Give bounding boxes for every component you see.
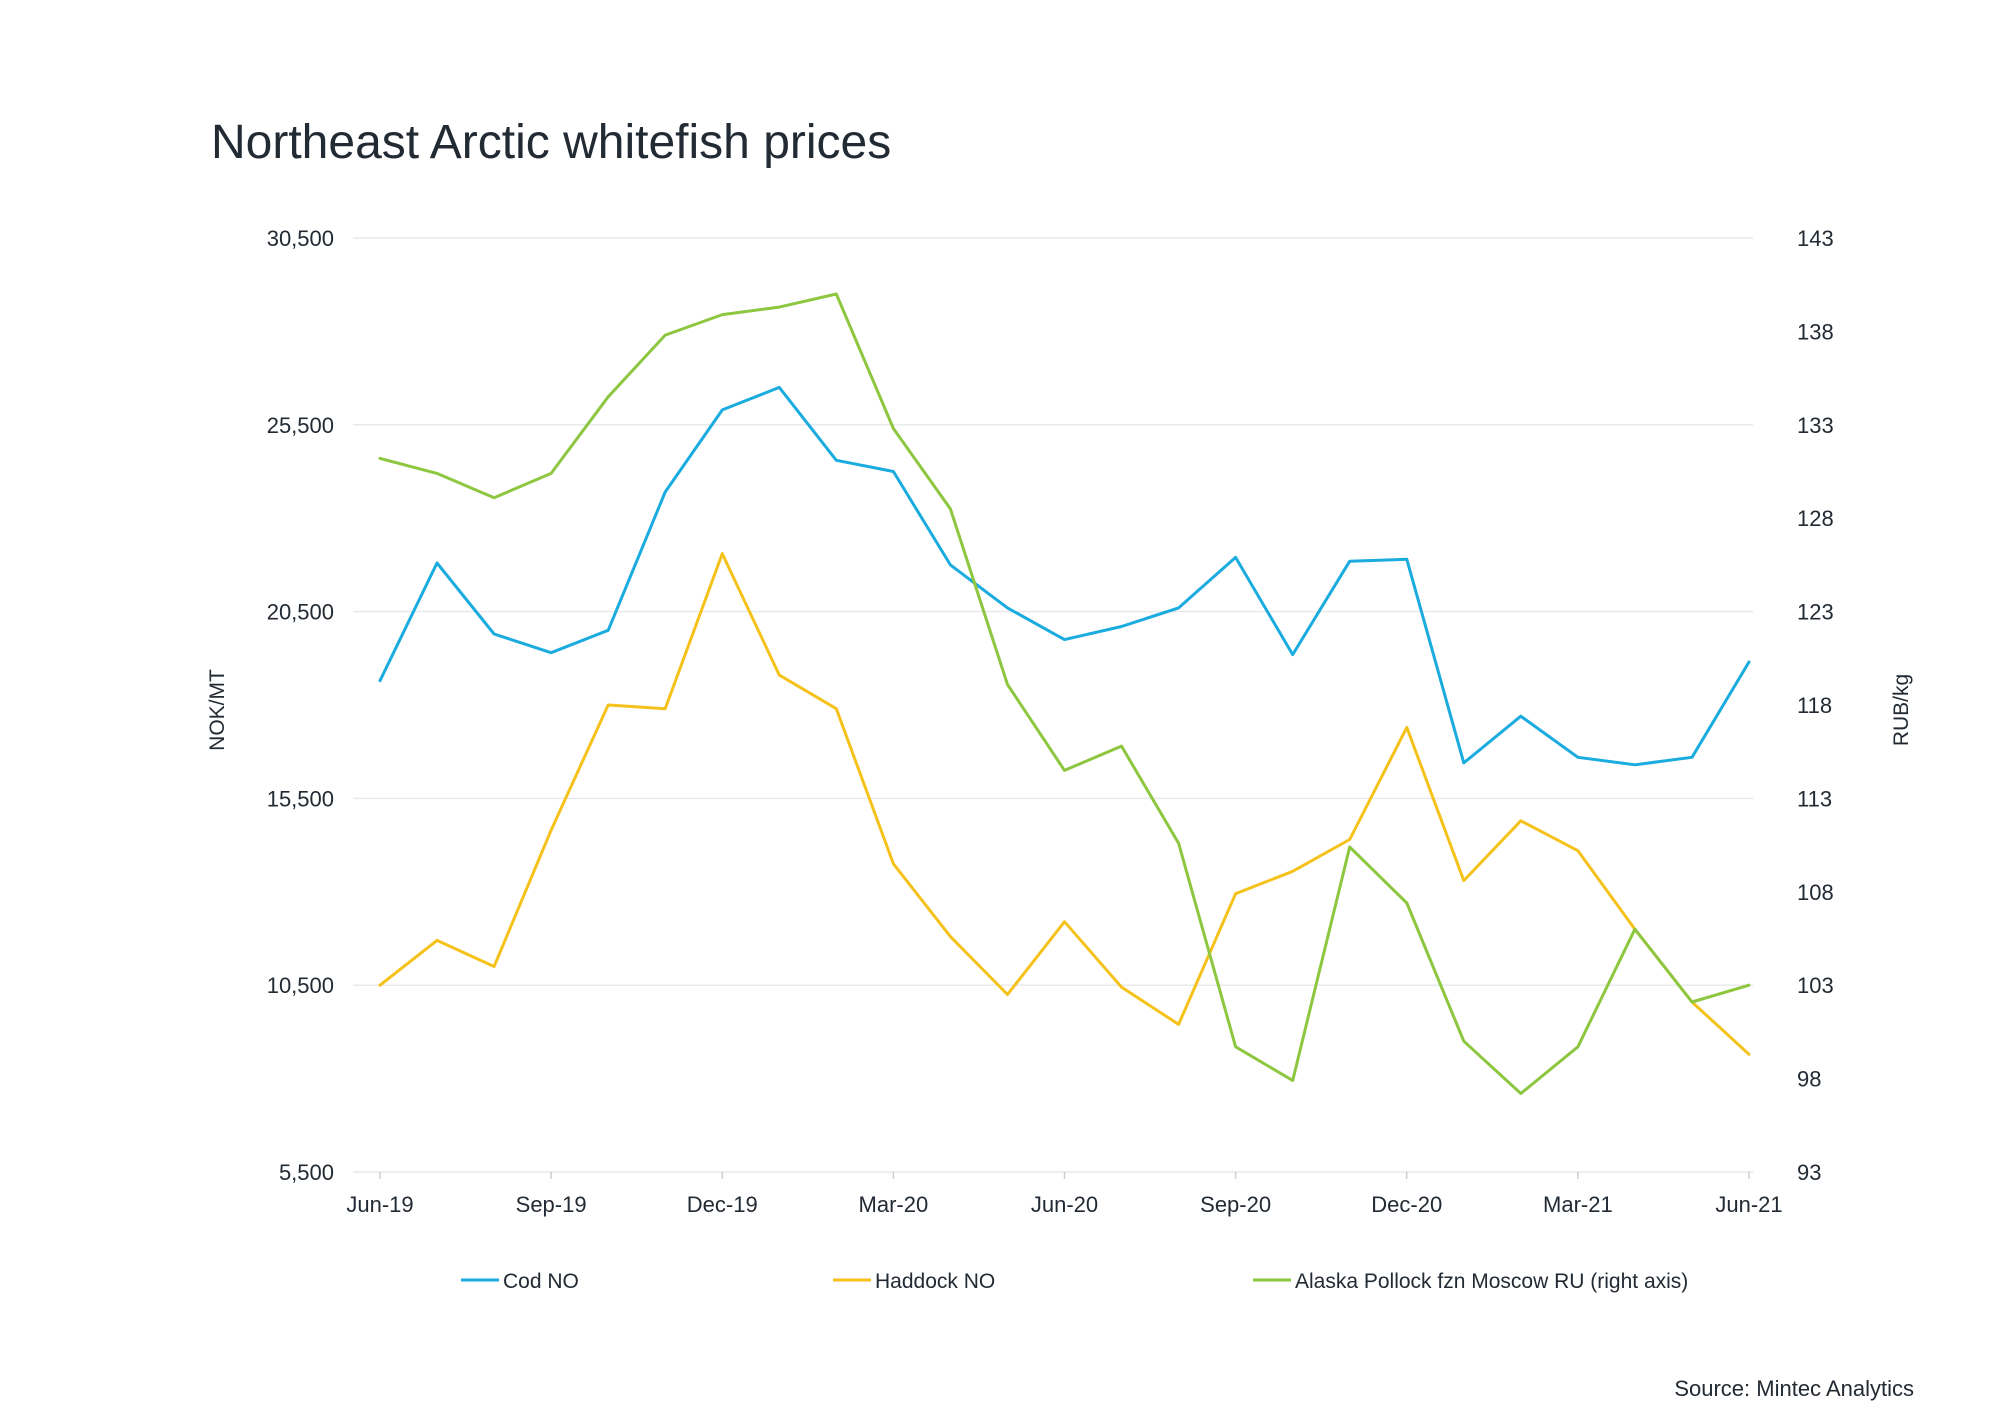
x-tick-label: Mar-20 — [859, 1192, 929, 1217]
x-tick-label: Dec-20 — [1371, 1192, 1442, 1217]
y-tick-label: 15,500 — [267, 786, 334, 811]
right-axis-ticks: 143 138 133 128 123 118 113 108 103 98 93 — [1797, 226, 1834, 1185]
y-tick-label: 10,500 — [267, 973, 334, 998]
gridlines — [353, 237, 1753, 1173]
y-tick-label: 30,500 — [267, 226, 334, 251]
alaska-pollock-fzn-moscow-ru-line — [378, 292, 1751, 1095]
y-tick-label: 20,500 — [267, 600, 334, 625]
y2-tick-label: 93 — [1797, 1160, 1821, 1185]
x-axis-ticks: Jun-19 Sep-19 Dec-19 Mar-20 Jun-20 Sep-20 Dec-… — [346, 1172, 1783, 1217]
y2-tick-label: 133 — [1797, 413, 1834, 438]
y2-tick-label: 128 — [1797, 506, 1834, 531]
legend-label: Cod NO — [503, 1270, 579, 1293]
x-tick-label: Sep-19 — [516, 1192, 587, 1217]
y2-tick-label: 98 — [1797, 1067, 1821, 1092]
x-tick-label: Jun-19 — [346, 1192, 413, 1217]
right-axis-title: RUB/kg — [1890, 674, 1913, 746]
y-tick-label: 25,500 — [267, 413, 334, 438]
y2-tick-label: 108 — [1797, 880, 1834, 905]
x-tick-label: Jun-20 — [1031, 1192, 1098, 1217]
legend-label: Haddock NO — [875, 1270, 995, 1293]
y-tick-label: 5,500 — [279, 1160, 334, 1185]
y2-tick-label: 138 — [1797, 319, 1834, 344]
x-tick-label: Dec-19 — [687, 1192, 758, 1217]
cod-no-line — [378, 385, 1751, 767]
y2-tick-label: 143 — [1797, 226, 1834, 251]
left-axis-ticks: 30,500 25,500 20,500 15,500 10,500 5,500 — [267, 226, 334, 1185]
haddock-no-line — [378, 552, 1751, 1056]
legend-item-alaska-pollock-fzn-moscow-ru: Alaska Pollock fzn Moscow RU (right axis… — [1253, 1270, 1688, 1293]
y2-tick-label: 113 — [1797, 786, 1832, 811]
source-note: Source: Mintec Analytics — [1674, 1376, 1914, 1401]
legend: Cod NO Haddock NO Alaska Pollock fzn Mosco… — [461, 1270, 1688, 1293]
left-axis-title: NOK/MT — [206, 669, 229, 751]
legend-label: Alaska Pollock fzn Moscow RU (right axis… — [1295, 1270, 1688, 1293]
x-tick-label: Mar-21 — [1543, 1192, 1613, 1217]
legend-item-haddock-no: Haddock NO — [833, 1270, 995, 1293]
series-lines — [378, 292, 1751, 1095]
y2-tick-label: 118 — [1797, 693, 1832, 718]
y2-tick-label: 123 — [1797, 600, 1834, 625]
legend-item-cod-no: Cod NO — [461, 1270, 579, 1293]
x-tick-label: Jun-21 — [1715, 1192, 1782, 1217]
y2-tick-label: 103 — [1797, 973, 1834, 998]
x-tick-label: Sep-20 — [1200, 1192, 1271, 1217]
chart-title: Northeast Arctic whitefish prices — [211, 116, 891, 169]
